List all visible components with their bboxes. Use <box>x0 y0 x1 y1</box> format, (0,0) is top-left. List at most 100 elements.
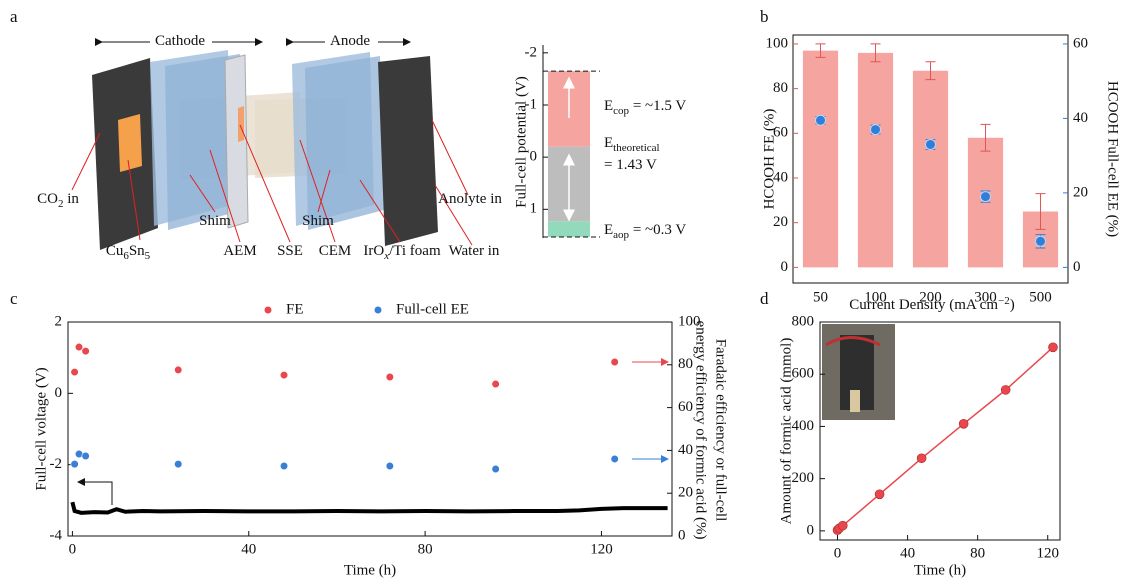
error-bar <box>815 43 826 58</box>
x-tick-label: 0 <box>69 541 77 557</box>
error-bar <box>1035 193 1046 230</box>
x-tick-label: 0 <box>834 545 842 561</box>
label: Water in <box>449 243 500 259</box>
y-tick-label: 800 <box>792 313 815 329</box>
point <box>81 347 90 356</box>
point <box>491 464 500 474</box>
label-part: in <box>63 191 79 207</box>
x-tick-label: 80 <box>970 545 985 561</box>
label-part: = ~0.3 V <box>629 222 686 238</box>
x-tick-label: 50 <box>813 289 828 305</box>
point <box>980 191 991 203</box>
label-part: SSE <box>277 243 303 259</box>
plot-frame <box>792 34 1069 284</box>
label: Current Density (mA cm−2) <box>849 295 1014 314</box>
label-part: Shim <box>199 213 231 229</box>
y-tick-label: 0 <box>807 522 815 538</box>
point <box>870 124 881 136</box>
panel-label: d <box>760 289 769 308</box>
label-part: Anolyte in <box>438 191 502 207</box>
panel-label: c <box>10 289 18 308</box>
label: Shim <box>302 213 334 229</box>
label: = 1.43 V <box>604 157 657 173</box>
label: SSE <box>277 243 303 259</box>
label-part: IrO <box>363 243 384 259</box>
y2-tick-label: 40 <box>1073 110 1088 126</box>
point <box>610 357 619 367</box>
error-bar <box>980 123 991 152</box>
label-part: Sn <box>129 243 145 259</box>
x-tick-label: 40 <box>241 541 256 557</box>
segment <box>548 221 590 237</box>
point <box>1000 385 1011 395</box>
y-tick-label: -2 <box>525 44 538 60</box>
bar <box>912 70 949 268</box>
point <box>385 461 394 471</box>
y-tick-label: 1 <box>530 201 538 217</box>
label-part: Shim <box>302 213 334 229</box>
y-tick-label: 40 <box>773 169 788 185</box>
y-axis-title: HCOOH FE (%) <box>761 109 777 210</box>
y-tick-label: 80 <box>773 80 788 96</box>
x-tick-label: 300 <box>974 289 997 305</box>
point <box>74 342 84 352</box>
point <box>174 365 183 375</box>
x-tick-label: 80 <box>418 541 433 557</box>
y-tick-label: 2 <box>55 313 63 329</box>
label-part: AEM <box>223 243 256 259</box>
point <box>925 138 936 150</box>
y-tick-label: 60 <box>773 125 788 141</box>
point <box>1048 342 1058 353</box>
label: CO2 in <box>37 191 79 209</box>
legend-label: Full-cell EE <box>396 301 469 317</box>
y-tick-label: 20 <box>773 214 788 230</box>
point <box>815 114 826 126</box>
label-part: E <box>604 98 613 114</box>
label-part: aop <box>613 229 629 241</box>
y-tick-label: -1 <box>525 96 538 112</box>
x-tick-label: 100 <box>864 289 887 305</box>
y-tick-label: 400 <box>792 418 815 434</box>
x-tick-label: 500 <box>1029 289 1052 305</box>
point <box>958 419 969 429</box>
point <box>874 489 885 500</box>
y-tick-label: 0 <box>55 385 63 401</box>
y-tick-label: 200 <box>792 470 815 486</box>
y-axis-title: Amount of formic acid (mmol) <box>778 338 794 525</box>
label-part: Cathode <box>155 33 205 49</box>
label-part: x <box>383 250 389 262</box>
y2-tick-label: 60 <box>1073 35 1088 51</box>
y2-axis-title: Faradaic efficiency or full-cell <box>713 339 729 522</box>
panel-label: a <box>10 7 18 26</box>
x-axis-title: Time (h) <box>914 562 966 578</box>
label-part: CEM <box>319 243 352 259</box>
label: Cu6Sn5 <box>106 243 151 261</box>
error-bar <box>925 61 936 81</box>
label: Shim <box>199 213 231 229</box>
x-axis-title: Time (h) <box>344 562 396 578</box>
y2-axis-title: HCOOH Full-cell EE (%) <box>1105 81 1121 237</box>
label: Ecop = ~1.5 V <box>604 98 686 116</box>
point <box>70 459 79 469</box>
label-part: 2 <box>58 198 64 210</box>
point <box>385 372 394 382</box>
bar <box>857 52 894 268</box>
plot-frame <box>67 321 673 537</box>
label-part: cop <box>613 105 629 117</box>
point <box>279 461 289 471</box>
label: CEM <box>319 243 352 259</box>
y2-tick-label: 40 <box>678 442 693 458</box>
label-part: −2 <box>998 295 1010 307</box>
point <box>1035 235 1046 247</box>
cell-drawing <box>71 38 473 250</box>
y-tick-label: 600 <box>792 366 815 382</box>
point <box>837 520 848 531</box>
x-tick-label: 40 <box>900 545 915 561</box>
x-tick-label: 120 <box>590 541 613 557</box>
label-part: 5 <box>145 250 151 262</box>
bar <box>802 50 839 268</box>
label-part: Cu <box>106 243 124 259</box>
label-part: E <box>604 135 613 151</box>
label-part: Current Density (mA cm <box>849 297 998 313</box>
